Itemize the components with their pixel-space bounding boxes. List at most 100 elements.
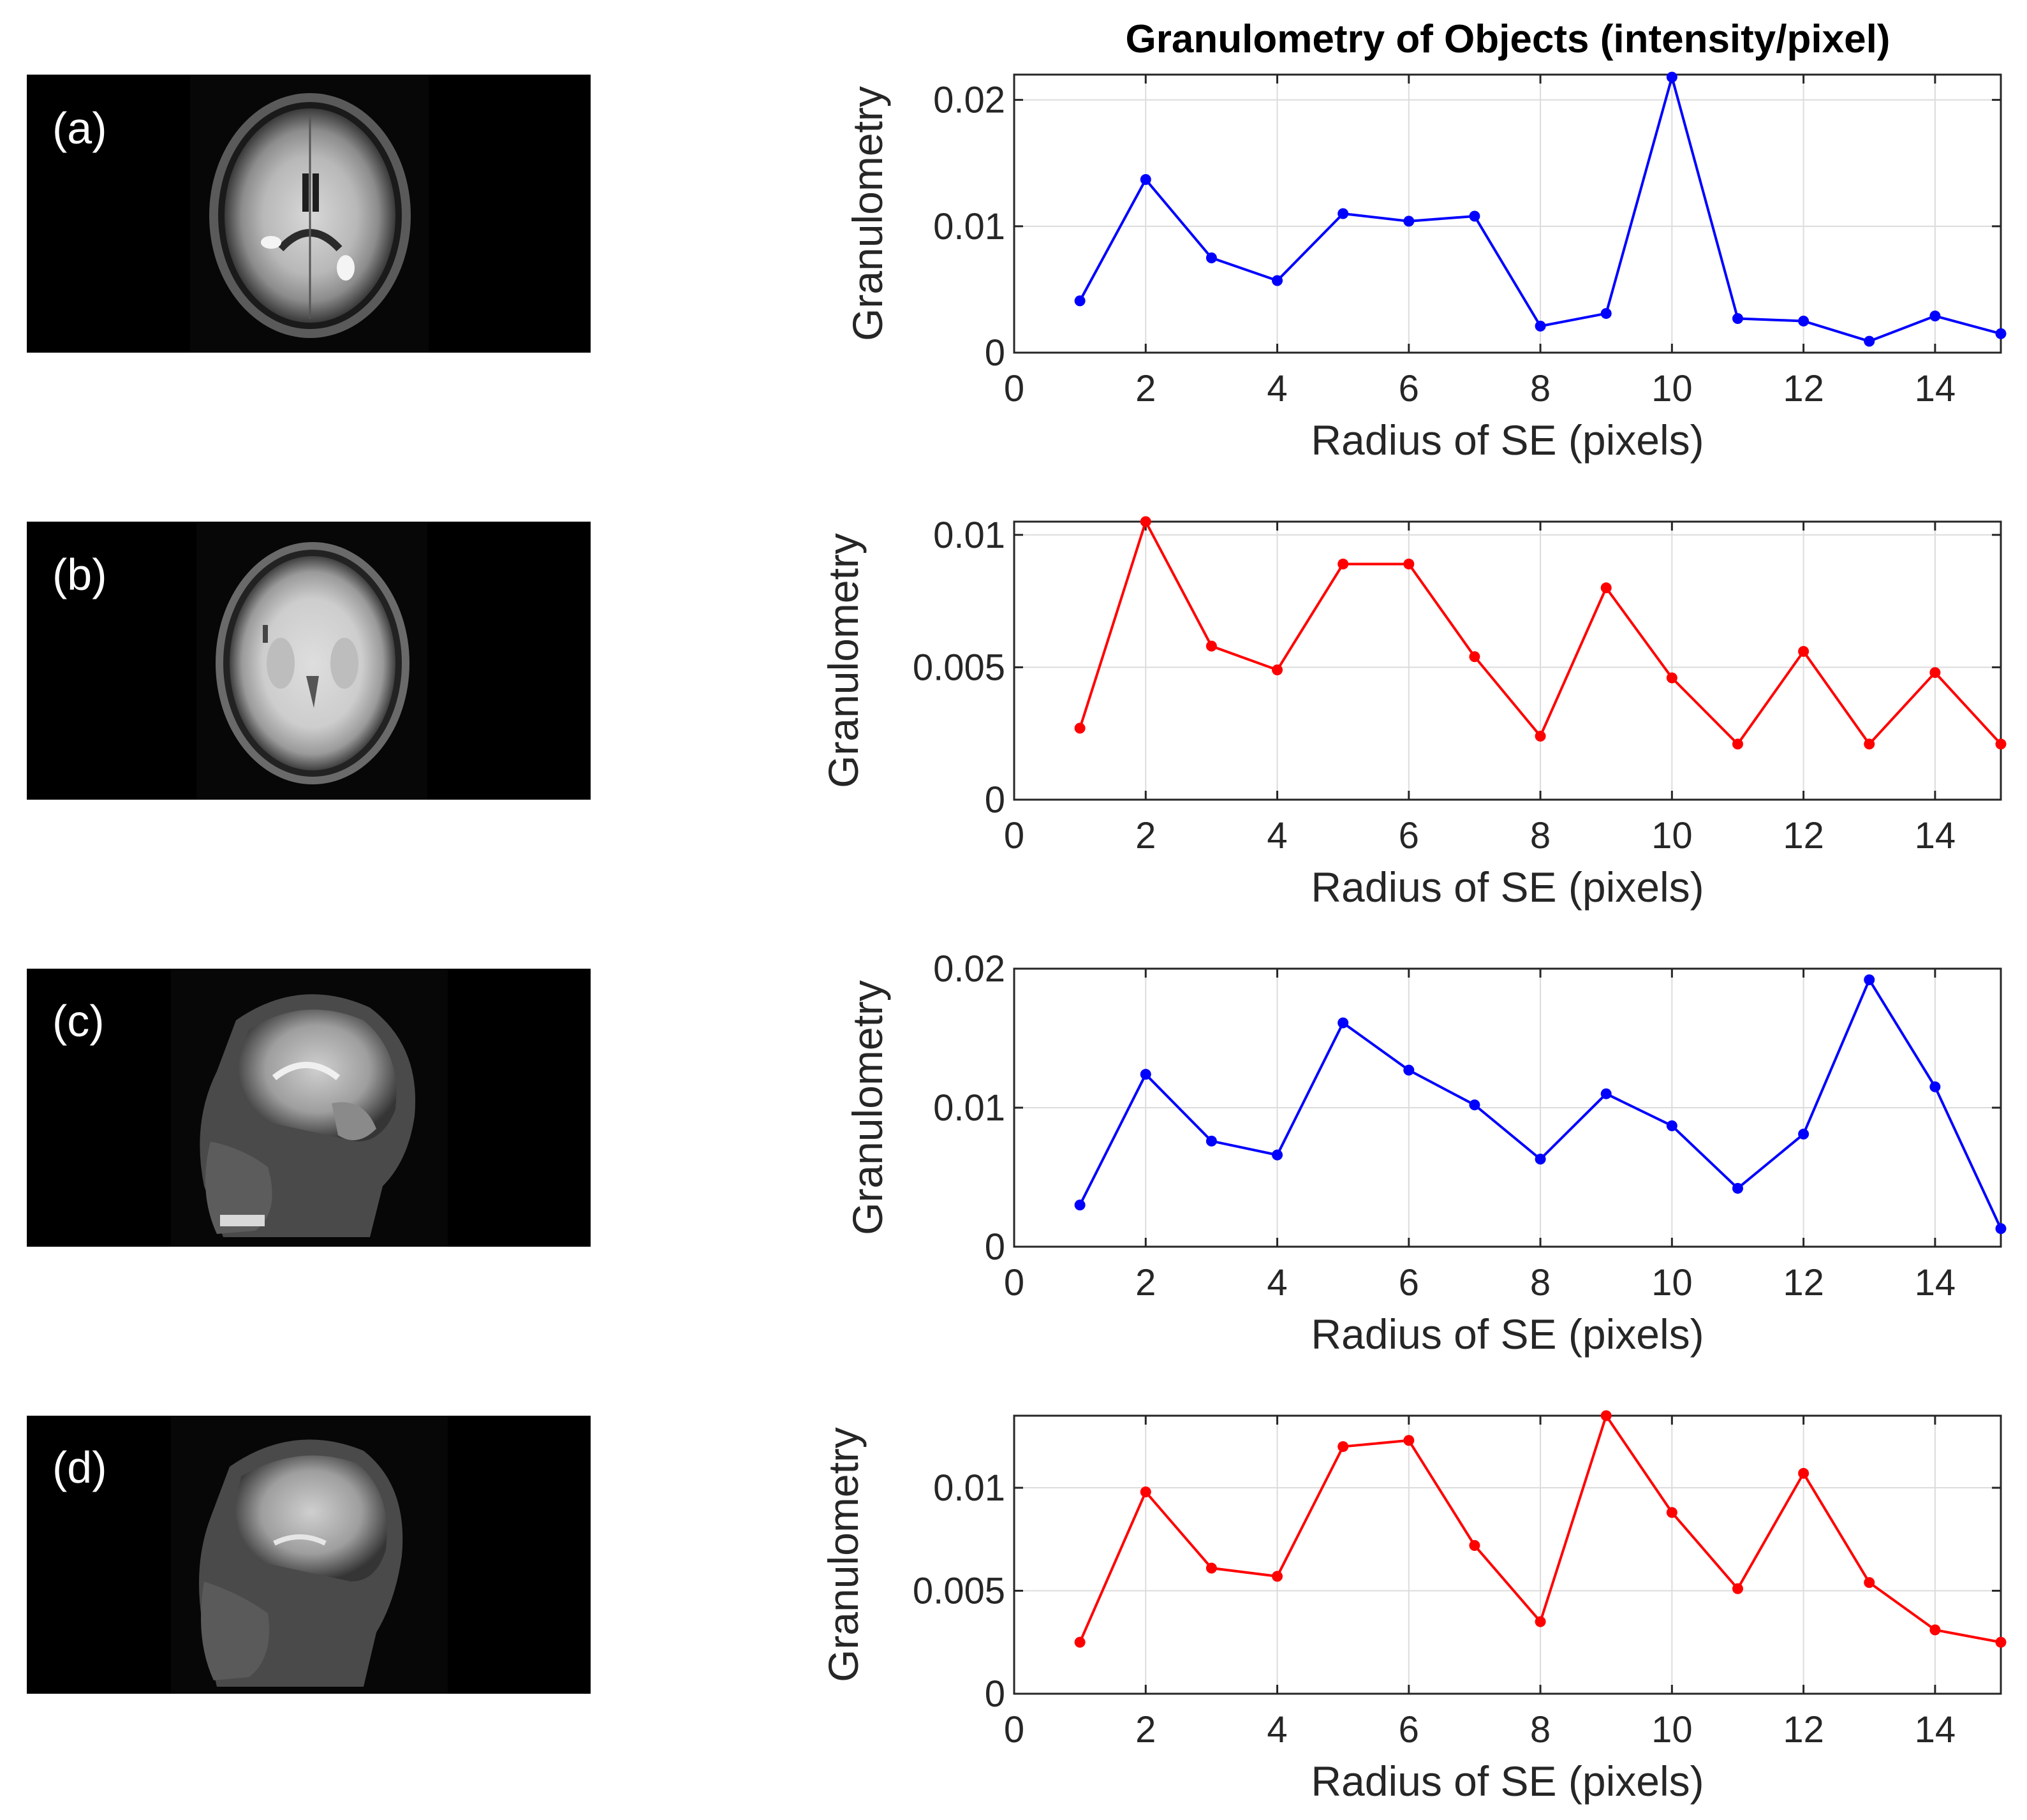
data-point bbox=[1338, 208, 1349, 219]
data-point bbox=[1469, 651, 1480, 663]
x-tick-label: 10 bbox=[1651, 815, 1693, 856]
data-point bbox=[1205, 252, 1217, 263]
data-point bbox=[1600, 1088, 1612, 1099]
x-tick-label: 2 bbox=[1135, 1262, 1156, 1303]
data-point bbox=[1403, 558, 1415, 569]
x-tick-label: 8 bbox=[1530, 1262, 1551, 1303]
plot-area bbox=[1014, 1416, 2001, 1694]
x-tick-label: 4 bbox=[1267, 1709, 1287, 1750]
data-point bbox=[1929, 667, 1941, 679]
data-point bbox=[1140, 1486, 1151, 1497]
panel-images: (a) (b) (c) bbox=[27, 75, 591, 1694]
data-point bbox=[1205, 640, 1217, 652]
y-tick-label: 0.01 bbox=[933, 1467, 1005, 1509]
y-axis-label: Granulometry bbox=[820, 1427, 867, 1682]
data-point bbox=[1864, 1577, 1875, 1589]
data-point bbox=[1666, 1120, 1677, 1131]
data-point bbox=[1272, 1149, 1283, 1161]
data-point bbox=[1600, 1410, 1612, 1421]
x-tick-label: 6 bbox=[1399, 1262, 1419, 1303]
x-tick-label: 8 bbox=[1530, 1709, 1551, 1750]
x-tick-label: 8 bbox=[1530, 815, 1551, 856]
data-point bbox=[1929, 311, 1941, 322]
data-point bbox=[1798, 645, 1810, 657]
chart-b: 0 2 4 6 8 10 12 14 0 0.005 0.01 Radius of SE (pixel… bbox=[820, 515, 2007, 911]
data-point bbox=[1205, 1562, 1217, 1574]
data-point bbox=[1469, 1539, 1480, 1551]
data-point bbox=[1864, 738, 1875, 750]
x-tick-label: 10 bbox=[1651, 368, 1693, 409]
chart-a: 0 2 4 6 8 10 12 14 0 0.01 0.02 Radius of SE (pixels… bbox=[844, 71, 2007, 464]
data-point bbox=[1995, 328, 2007, 339]
panel-label-c: (c) bbox=[52, 996, 105, 1046]
x-tick-label: 12 bbox=[1783, 1709, 1824, 1750]
plot-area bbox=[1014, 522, 2001, 800]
x-tick-label: 4 bbox=[1267, 815, 1287, 856]
data-point bbox=[1535, 320, 1546, 332]
mri-image-b: (b) bbox=[27, 522, 591, 800]
data-point bbox=[1732, 312, 1743, 324]
x-axis-label: Radius of SE (pixels) bbox=[1311, 863, 1704, 911]
panel-label-a: (a) bbox=[52, 103, 107, 153]
x-tick-label: 14 bbox=[1915, 815, 1956, 856]
y-tick-label: 0.01 bbox=[933, 1087, 1005, 1129]
x-tick-label: 4 bbox=[1267, 368, 1287, 409]
data-point bbox=[1469, 1099, 1480, 1111]
data-point bbox=[1074, 1636, 1086, 1648]
data-point bbox=[1403, 216, 1415, 227]
x-tick-label: 2 bbox=[1135, 1709, 1156, 1750]
data-point bbox=[1666, 71, 1677, 83]
mri-image-d: (d) bbox=[27, 1416, 591, 1694]
data-point bbox=[1205, 1135, 1217, 1147]
data-point bbox=[1074, 295, 1086, 307]
data-point bbox=[1732, 1583, 1743, 1594]
data-point bbox=[1864, 335, 1875, 347]
x-tick-label: 14 bbox=[1915, 1262, 1956, 1303]
data-point bbox=[1600, 582, 1612, 594]
plot-area bbox=[1014, 75, 2001, 353]
x-tick-label: 12 bbox=[1783, 1262, 1824, 1303]
x-tick-label: 10 bbox=[1651, 1262, 1693, 1303]
data-point bbox=[1338, 1017, 1349, 1029]
data-point bbox=[1600, 308, 1612, 319]
data-point bbox=[1666, 1507, 1677, 1518]
y-tick-label: 0 bbox=[985, 1673, 1005, 1715]
x-tick-label: 6 bbox=[1399, 815, 1419, 856]
data-point bbox=[1403, 1064, 1415, 1076]
chart-c: 0 2 4 6 8 10 12 14 0 0.01 0.02 Radius of SE (pixels… bbox=[844, 948, 2007, 1358]
data-point bbox=[1798, 1467, 1810, 1479]
y-tick-label: 0.02 bbox=[933, 948, 1005, 990]
y-tick-label: 0 bbox=[985, 1226, 1005, 1268]
x-tick-label: 8 bbox=[1530, 368, 1551, 409]
y-axis-label: Granulometry bbox=[820, 533, 867, 788]
data-point bbox=[1732, 738, 1743, 750]
x-tick-label: 14 bbox=[1915, 368, 1956, 409]
axes-box bbox=[1013, 520, 2002, 801]
data-point bbox=[1338, 1441, 1349, 1452]
y-tick-label: 0.01 bbox=[933, 515, 1005, 556]
x-tick-label: 0 bbox=[1004, 1262, 1024, 1303]
data-point bbox=[1074, 1200, 1086, 1211]
mri-image-a: (a) bbox=[27, 75, 591, 353]
x-tick-label: 4 bbox=[1267, 1262, 1287, 1303]
data-point bbox=[1140, 173, 1151, 185]
y-tick-label: 0 bbox=[985, 779, 1005, 821]
data-point bbox=[1798, 1128, 1810, 1140]
data-point bbox=[1995, 1223, 2007, 1235]
x-tick-label: 0 bbox=[1004, 1709, 1024, 1750]
data-point bbox=[1535, 730, 1546, 742]
data-point bbox=[1403, 1435, 1415, 1446]
data-point bbox=[1995, 1636, 2007, 1648]
data-point bbox=[1864, 974, 1875, 985]
x-axis-label: Radius of SE (pixels) bbox=[1311, 416, 1704, 464]
mri-image-c: (c) bbox=[27, 969, 591, 1247]
x-tick-label: 14 bbox=[1915, 1709, 1956, 1750]
data-point bbox=[1929, 1624, 1941, 1636]
x-tick-label: 6 bbox=[1399, 1709, 1419, 1750]
data-point bbox=[1798, 315, 1810, 327]
x-tick-label: 6 bbox=[1399, 368, 1419, 409]
y-tick-label: 0.005 bbox=[913, 647, 1005, 688]
panel-label-d: (d) bbox=[52, 1442, 107, 1492]
data-point bbox=[1929, 1081, 1941, 1092]
